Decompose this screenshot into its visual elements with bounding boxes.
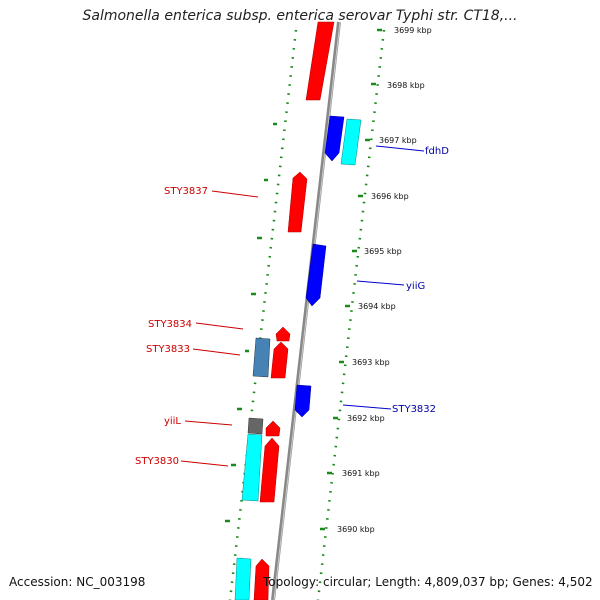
gene-label-yiiL[interactable]: yiiL (164, 416, 181, 427)
gene-feature-forward[interactable] (275, 326, 291, 342)
gene-label-STY3830[interactable]: STY3830 (135, 456, 179, 467)
scale-label: 3699 kbp (394, 26, 432, 35)
gene-feature-steel[interactable] (252, 337, 271, 378)
scale-label: 3697 kbp (379, 136, 417, 145)
topology-text: Topology: circular; Length: 4,809,037 bp… (263, 575, 593, 589)
gene-label-STY3833[interactable]: STY3833 (146, 344, 190, 355)
right-major-ticks (320, 28, 382, 531)
left-major-ticks (225, 122, 277, 523)
label-leader (192, 348, 241, 356)
gene-feature-cyan[interactable] (241, 433, 263, 502)
gene-feature-cyan[interactable] (234, 557, 252, 600)
scale-label: 3698 kbp (387, 81, 425, 90)
gene-feature-reverse[interactable] (294, 384, 312, 418)
accession-text: Accession: NC_003198 (9, 575, 146, 589)
scale-label: 3694 kbp (358, 302, 396, 311)
gene-feature-gray[interactable] (247, 417, 264, 435)
label-leader (211, 190, 259, 198)
map-title: Salmonella enterica subsp. enterica sero… (82, 8, 518, 24)
gene-label-STY3834[interactable]: STY3834 (148, 319, 192, 330)
gene-label-STY3832[interactable]: STY3832 (392, 404, 436, 415)
gene-feature-forward[interactable] (259, 437, 280, 503)
genome-backbone-highlight (273, 21, 341, 600)
scale-label: 3693 kbp (352, 358, 390, 367)
gene-label-fdhD[interactable]: fdhD (425, 146, 449, 157)
label-leader (356, 280, 405, 286)
genome-backbone (271, 21, 341, 600)
gene-feature-forward[interactable] (265, 420, 281, 437)
gene-feature-reverse[interactable] (305, 243, 327, 307)
label-leader (184, 420, 233, 426)
gene-feature-reverse[interactable] (324, 115, 345, 162)
gene-feature-forward[interactable] (287, 171, 308, 233)
gene-feature-cyan[interactable] (340, 118, 362, 166)
scale-label: 3692 kbp (347, 414, 385, 423)
gene-label-STY3837[interactable]: STY3837 (164, 186, 208, 197)
gene-label-yiiG[interactable]: yiiG (406, 281, 425, 292)
scale-label: 3690 kbp (337, 525, 375, 534)
label-leader (195, 322, 244, 330)
scale-label: 3695 kbp (364, 247, 402, 256)
label-leader (342, 404, 392, 410)
gene-feature-forward[interactable] (270, 341, 289, 379)
label-leader (180, 460, 229, 467)
scale-label: 3691 kbp (342, 469, 380, 478)
gene-feature-forward[interactable] (305, 21, 335, 101)
gene-feature-forward[interactable] (253, 558, 270, 600)
outer-dotted-ring-left (228, 29, 298, 600)
label-leader (375, 145, 425, 152)
scale-label: 3696 kbp (371, 192, 409, 201)
